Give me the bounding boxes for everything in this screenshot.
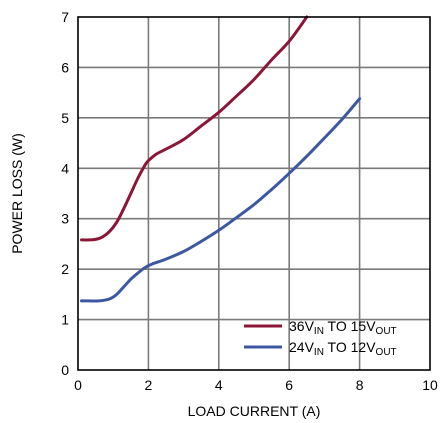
y-tick-label: 5 [61,110,69,126]
series-lines [80,15,362,303]
y-tick-label: 6 [61,59,69,75]
y-tick-label: 4 [61,160,69,176]
legend: 36VIN TO 15VOUT 24VIN TO 12VOUT [244,318,397,358]
x-tick-label: 6 [285,377,293,393]
x-tick-label: 10 [422,377,438,393]
y-tick-label: 0 [61,362,69,378]
legend-label-1: 36VIN TO 15VOUT [289,318,397,337]
y-axis-title: POWER LOSS (W) [9,133,25,254]
y-tick-label: 2 [61,261,69,277]
y-tick-label: 7 [61,9,69,25]
x-tick-label: 8 [356,377,364,393]
x-axis-ticks: 0 2 4 6 8 10 [74,377,438,393]
y-tick-label: 3 [61,211,69,227]
y-tick-label: 1 [61,312,69,328]
x-axis-title: LOAD CURRENT (A) [188,403,321,419]
grid [78,17,430,370]
x-tick-label: 0 [74,377,82,393]
y-axis-ticks: 0 1 2 3 4 5 6 7 [61,9,69,378]
legend-label-2: 24VIN TO 12VOUT [289,339,397,358]
series-line-2 [80,97,362,303]
x-tick-label: 2 [145,377,153,393]
x-tick-label: 4 [215,377,223,393]
series-line-1 [80,15,309,242]
plot-frame [77,16,431,371]
